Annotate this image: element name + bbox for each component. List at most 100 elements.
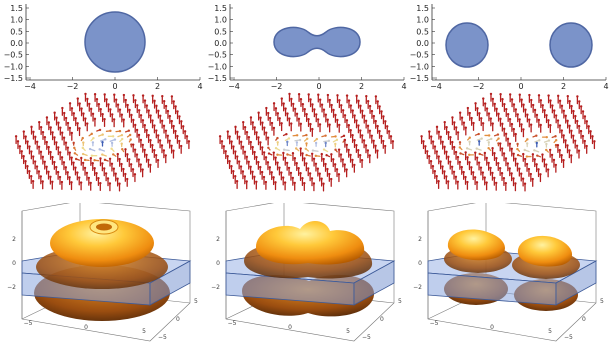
spin-arrow [260, 170, 264, 180]
spin-arrow [47, 145, 50, 155]
spin-arrow [55, 141, 58, 151]
spin-arrow [234, 150, 237, 160]
spin-arrow [577, 149, 581, 159]
spin-arrow [541, 135, 548, 139]
spin-arrow [249, 140, 252, 150]
spin-arrow [266, 136, 270, 146]
spin-arrow [158, 139, 162, 149]
spin-arrow [247, 135, 251, 145]
spin-arrow [180, 120, 183, 130]
spin-arrow [60, 180, 64, 190]
spin-arrow [143, 148, 146, 158]
spin-arrow [262, 151, 266, 161]
y3d-tick-label: 5 [600, 298, 604, 305]
spin-arrow [282, 151, 285, 161]
spin-arrow [508, 117, 512, 127]
spin-arrow [368, 104, 372, 114]
spin-arrow [435, 125, 439, 135]
y-tick-label: 1.0 [214, 16, 227, 25]
spin-arrow [84, 92, 87, 102]
spin-arrow [263, 126, 266, 136]
spin-arrow [374, 95, 378, 105]
x-tick-label: 0 [316, 82, 321, 90]
spin-arrow [585, 120, 589, 130]
spin-arrow [147, 109, 150, 119]
spin-arrow [286, 112, 289, 122]
spin-arrow [568, 149, 571, 159]
spin-arrow [564, 114, 567, 124]
z-tick-label: 0 [12, 260, 16, 267]
spin-arrow [361, 134, 364, 144]
spin-arrow [32, 130, 35, 140]
spin-arrow [534, 139, 541, 143]
spin-arrow [508, 167, 511, 177]
spin-arrow [259, 116, 262, 126]
spin-arrow [32, 155, 35, 165]
spin-arrow [330, 177, 333, 187]
z-tick-label: 2 [216, 236, 220, 243]
x-tick-label: −4 [24, 82, 36, 90]
spin-arrow [574, 114, 577, 124]
spin-arrow [497, 162, 500, 172]
spin-arrow [353, 139, 356, 149]
spin-arrow [66, 121, 70, 131]
spin-arrow [376, 149, 379, 159]
spin-arrow [543, 109, 546, 119]
spin-arrow [35, 165, 39, 175]
spin-arrow [309, 98, 312, 108]
spin-arrow [35, 140, 39, 150]
spin-arrow [478, 152, 484, 156]
spin-arrow [170, 95, 174, 105]
spin-arrow [280, 122, 283, 132]
spin-arrow [366, 149, 370, 159]
spin-arrow [261, 146, 264, 156]
spin-arrow [547, 119, 550, 129]
spin-arrow [574, 139, 577, 149]
spin-arrow [53, 136, 56, 146]
spin-arrow [521, 177, 525, 187]
shape-split-blob-right [549, 22, 593, 68]
x3d-tick-label: −5 [430, 320, 439, 327]
spin-arrow [128, 138, 132, 143]
spin-arrow [91, 162, 94, 172]
spin-arrow [120, 142, 123, 148]
spin-arrow [337, 148, 341, 158]
spin-arrow [315, 113, 318, 123]
spin-arrow [85, 171, 89, 181]
spin-arrow [533, 158, 536, 168]
spin-arrow [132, 94, 135, 104]
spin-arrow [182, 125, 185, 135]
spin-arrow [506, 162, 510, 172]
spin-arrow [368, 129, 372, 139]
spin-arrow [314, 162, 318, 172]
spin-arrow [495, 107, 498, 117]
spin-arrow [114, 172, 117, 182]
spin-arrow [543, 139, 551, 143]
spin-arrow [566, 119, 569, 129]
spin-arrow [62, 136, 66, 146]
spin-arrow [66, 171, 69, 181]
spin-arrow [41, 180, 44, 190]
spin-arrow [236, 155, 239, 165]
contour-plot-3: 1.5 1.0 0.5 0.0 −0.5 −1.0 −1.5 −4 −2 0 2 4 [406, 0, 610, 90]
spin-arrow [566, 94, 569, 104]
spin-arrow [62, 161, 66, 171]
spin-arrow [516, 153, 523, 157]
spin-arrow [297, 117, 301, 127]
spin-arrow [257, 111, 260, 121]
spin-arrow [172, 100, 175, 110]
spin-arrow [133, 148, 137, 158]
y-tick-label: 0.0 [214, 39, 227, 48]
spin-arrow [435, 150, 439, 160]
spin-arrow [357, 124, 360, 134]
spin-arrow [284, 107, 287, 117]
spin-arrow [116, 177, 119, 187]
spin-arrow [143, 99, 147, 109]
spin-texture-3 [406, 92, 610, 202]
x-tick-label: 4 [603, 82, 608, 90]
spin-arrow [552, 158, 556, 168]
spin-arrow [357, 149, 360, 159]
spin-arrow [103, 93, 106, 103]
y-tick-label: −0.5 [410, 51, 429, 60]
spin-arrow [495, 137, 500, 142]
